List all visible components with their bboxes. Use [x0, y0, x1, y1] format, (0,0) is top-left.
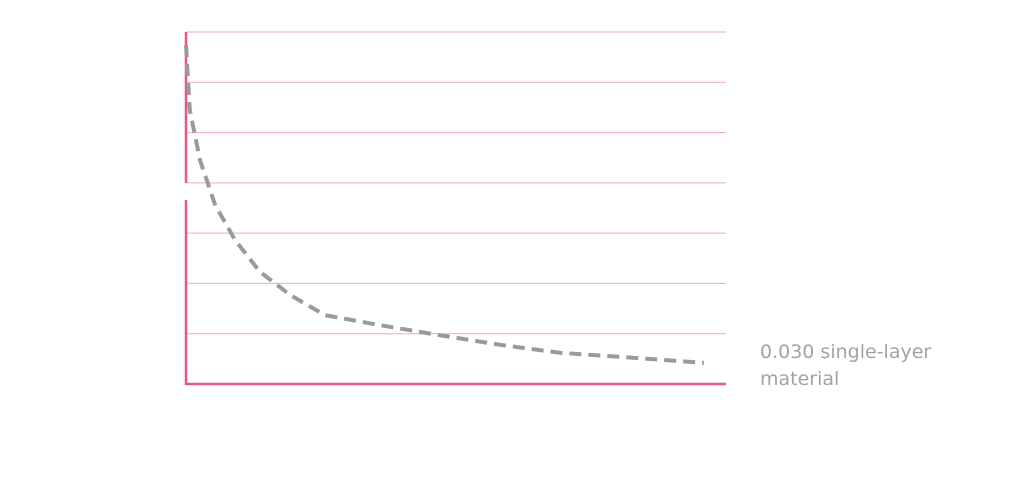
- annotation: material: [760, 368, 839, 390]
- annotation: 0.030 single-layer: [760, 341, 931, 363]
- data-line: [184, 44, 705, 365]
